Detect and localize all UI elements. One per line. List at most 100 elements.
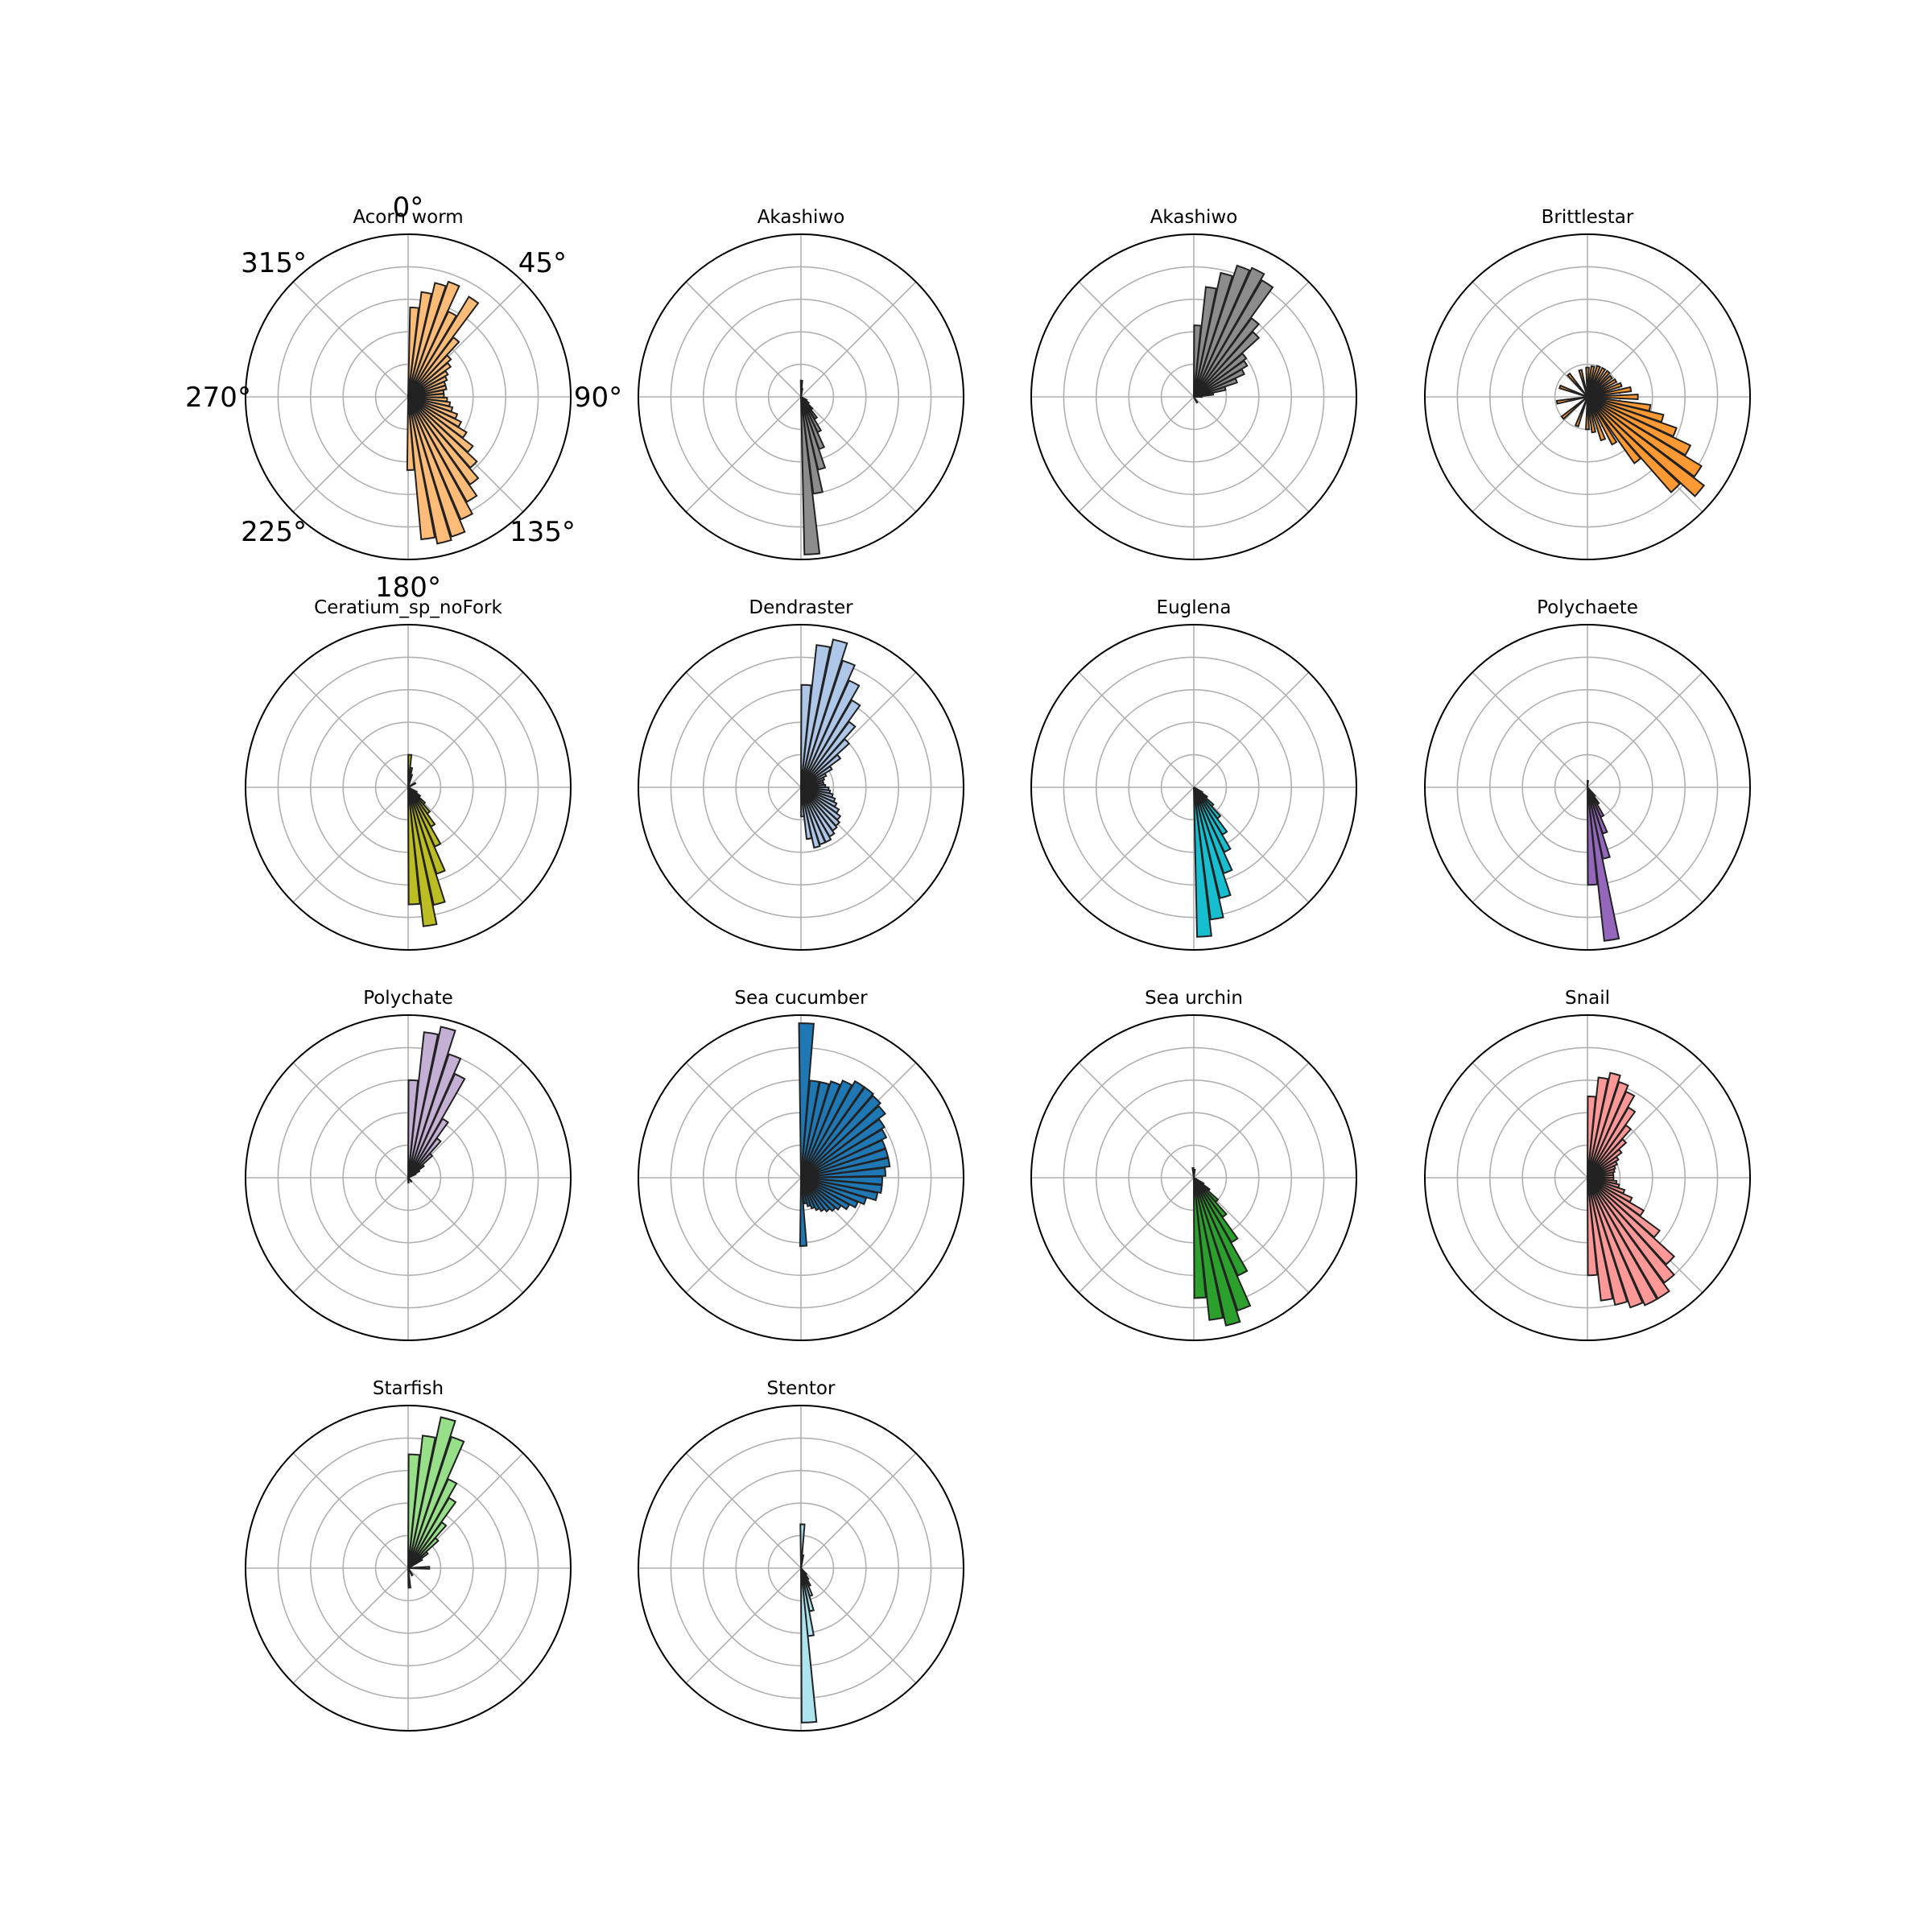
grid-spoke [1193, 1062, 1310, 1179]
polar-frame [1424, 1014, 1751, 1341]
histogram-bar [407, 1072, 466, 1179]
grid-spoke [685, 1062, 802, 1179]
histogram-bar [1587, 374, 1613, 398]
histogram-bar [1193, 1177, 1205, 1186]
polar-panel: Snail [1424, 988, 1751, 1341]
grid-spoke [292, 1062, 409, 1179]
histogram-bar [1585, 366, 1590, 398]
histogram-bar [407, 1177, 410, 1184]
grid-spoke [292, 786, 409, 903]
histogram-bar [800, 396, 821, 555]
panel-title: Akashiwo [1150, 207, 1238, 228]
histogram-bar [1193, 786, 1203, 795]
polar-frame [245, 1014, 572, 1341]
histogram-bar [800, 1128, 888, 1179]
grid-spoke [1078, 671, 1195, 788]
grid-spoke [1078, 1177, 1195, 1294]
polar-panel: Brittlestar [1424, 207, 1751, 560]
panel-title: Dendraster [749, 597, 853, 618]
histogram-bar [1587, 786, 1599, 886]
polar-frame [638, 1014, 964, 1341]
histogram-bar [800, 699, 861, 788]
grid-spoke [1587, 281, 1703, 398]
direction-label: 315° [241, 247, 307, 279]
panel-title: Akashiwo [758, 207, 845, 228]
histogram-bar [800, 1118, 886, 1179]
polar-panel: Sea urchin [1030, 988, 1357, 1341]
histogram-bar [1193, 786, 1212, 938]
grid-spoke [685, 396, 802, 513]
histogram-bar [407, 1496, 457, 1569]
histogram-bar [1587, 1177, 1676, 1266]
polar-frame [1424, 624, 1751, 951]
histogram-bar [1587, 396, 1682, 493]
histogram-bar [800, 1554, 805, 1569]
histogram-bar [407, 354, 452, 398]
histogram-bar [407, 396, 478, 469]
histogram-bar [1193, 386, 1227, 398]
direction-label: 90° [574, 382, 622, 414]
grid-spoke [1472, 281, 1588, 398]
grid-spoke [1472, 786, 1588, 903]
direction-label: 270° [185, 382, 251, 414]
grid-spoke [1472, 1062, 1588, 1179]
polar-frame [1424, 233, 1751, 560]
histogram-bar [1587, 396, 1692, 456]
histogram-bar [1193, 316, 1261, 398]
polar-frame [1030, 624, 1357, 951]
histogram-bar [800, 387, 804, 398]
histogram-bar [800, 1086, 875, 1179]
polar-frame [245, 624, 572, 951]
panel-title: Euglena [1157, 597, 1232, 618]
histogram-bar [1587, 378, 1618, 398]
histogram-bar [407, 396, 474, 521]
panel-title: Polychaete [1537, 597, 1638, 618]
direction-label: 225° [241, 516, 307, 548]
histogram-bar [1587, 382, 1623, 398]
histogram-bar [1193, 352, 1248, 398]
histogram-bar [407, 1557, 423, 1569]
histogram-bar [1193, 279, 1274, 398]
polar-panel: Euglena [1030, 597, 1357, 951]
histogram-bar [1587, 1177, 1614, 1302]
grid-spoke [292, 281, 409, 398]
histogram-bar [1558, 384, 1588, 398]
histogram-bar [1587, 1177, 1676, 1284]
grid-spoke [1587, 786, 1703, 903]
histogram-bar [1587, 396, 1607, 442]
histogram-bar [407, 786, 446, 906]
panel-title: Stentor [767, 1378, 836, 1399]
histogram-bar [1587, 396, 1703, 478]
histogram-bar [800, 1080, 865, 1179]
grid-spoke [685, 786, 802, 903]
grid-spoke [407, 1177, 524, 1294]
histogram-bar [1587, 369, 1611, 398]
histogram-bar [1587, 1177, 1670, 1300]
panel-title: Snail [1565, 988, 1610, 1009]
grid-spoke [1472, 396, 1588, 513]
histogram-bar [1560, 396, 1588, 420]
grid-spoke [1078, 786, 1195, 903]
grid-spoke [1472, 1177, 1588, 1294]
histogram-bar [1587, 396, 1642, 464]
panel-title: Polychate [363, 988, 453, 1009]
histogram-bar [407, 1567, 414, 1577]
histogram-bar [800, 753, 842, 788]
histogram-bar [1585, 396, 1590, 431]
histogram-bar [1193, 1177, 1249, 1277]
grid-spoke [407, 1567, 524, 1684]
histogram-bar [800, 1157, 891, 1179]
polar-panel: Akashiwo [638, 207, 964, 560]
histogram-bar [800, 786, 813, 840]
histogram-bar [800, 1166, 887, 1179]
grid-spoke [800, 1452, 917, 1569]
histogram-bar [407, 361, 452, 398]
histogram-bar [1193, 368, 1245, 398]
polar-panel: Akashiwo [1030, 207, 1357, 560]
polar-frame [1030, 1014, 1357, 1341]
direction-label: 180° [375, 572, 441, 604]
histogram-bar [1587, 779, 1589, 788]
direction-label: 45° [518, 247, 567, 279]
histogram-bar [1587, 1177, 1599, 1277]
